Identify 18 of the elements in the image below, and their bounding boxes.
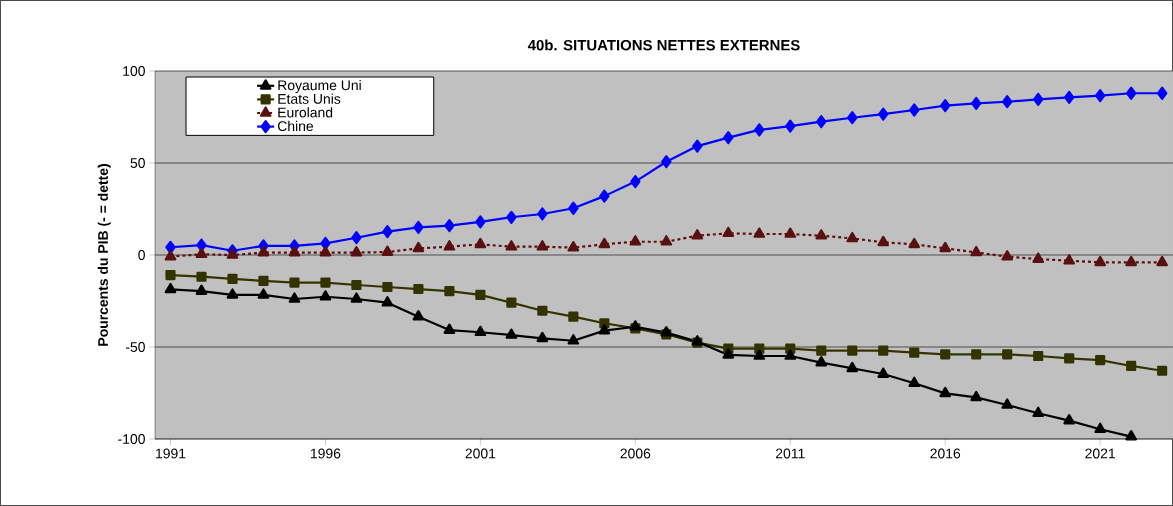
chart-title: 40b. SITUATIONS NETTES EXTERNES [527, 39, 800, 51]
y-tick-label: 0 [138, 250, 145, 260]
x-tick-label: 2016 [930, 448, 961, 459]
y-tick-label: -100 [118, 434, 145, 444]
x-tick-label: 2006 [620, 448, 651, 459]
x-tick-label: 2011 [775, 448, 805, 459]
legend-label: Euroland [278, 107, 333, 118]
y-axis-title: Pourcents du PIB (- = dette) [97, 164, 111, 346]
x-tick-label: 2021 [1085, 448, 1115, 459]
x-tick-label: 2001 [465, 448, 496, 459]
x-tick-label: 1991 [156, 448, 186, 459]
legend-label: Royaume Uni [278, 80, 361, 93]
y-tick-label: -50 [125, 342, 145, 352]
y-tick-label: 50 [130, 158, 145, 168]
legend-label: Chine [277, 120, 314, 132]
x-tick-label: 1996 [310, 448, 341, 459]
y-tick-label: 100 [123, 66, 145, 76]
legend-label: Etats Unis [278, 93, 341, 104]
